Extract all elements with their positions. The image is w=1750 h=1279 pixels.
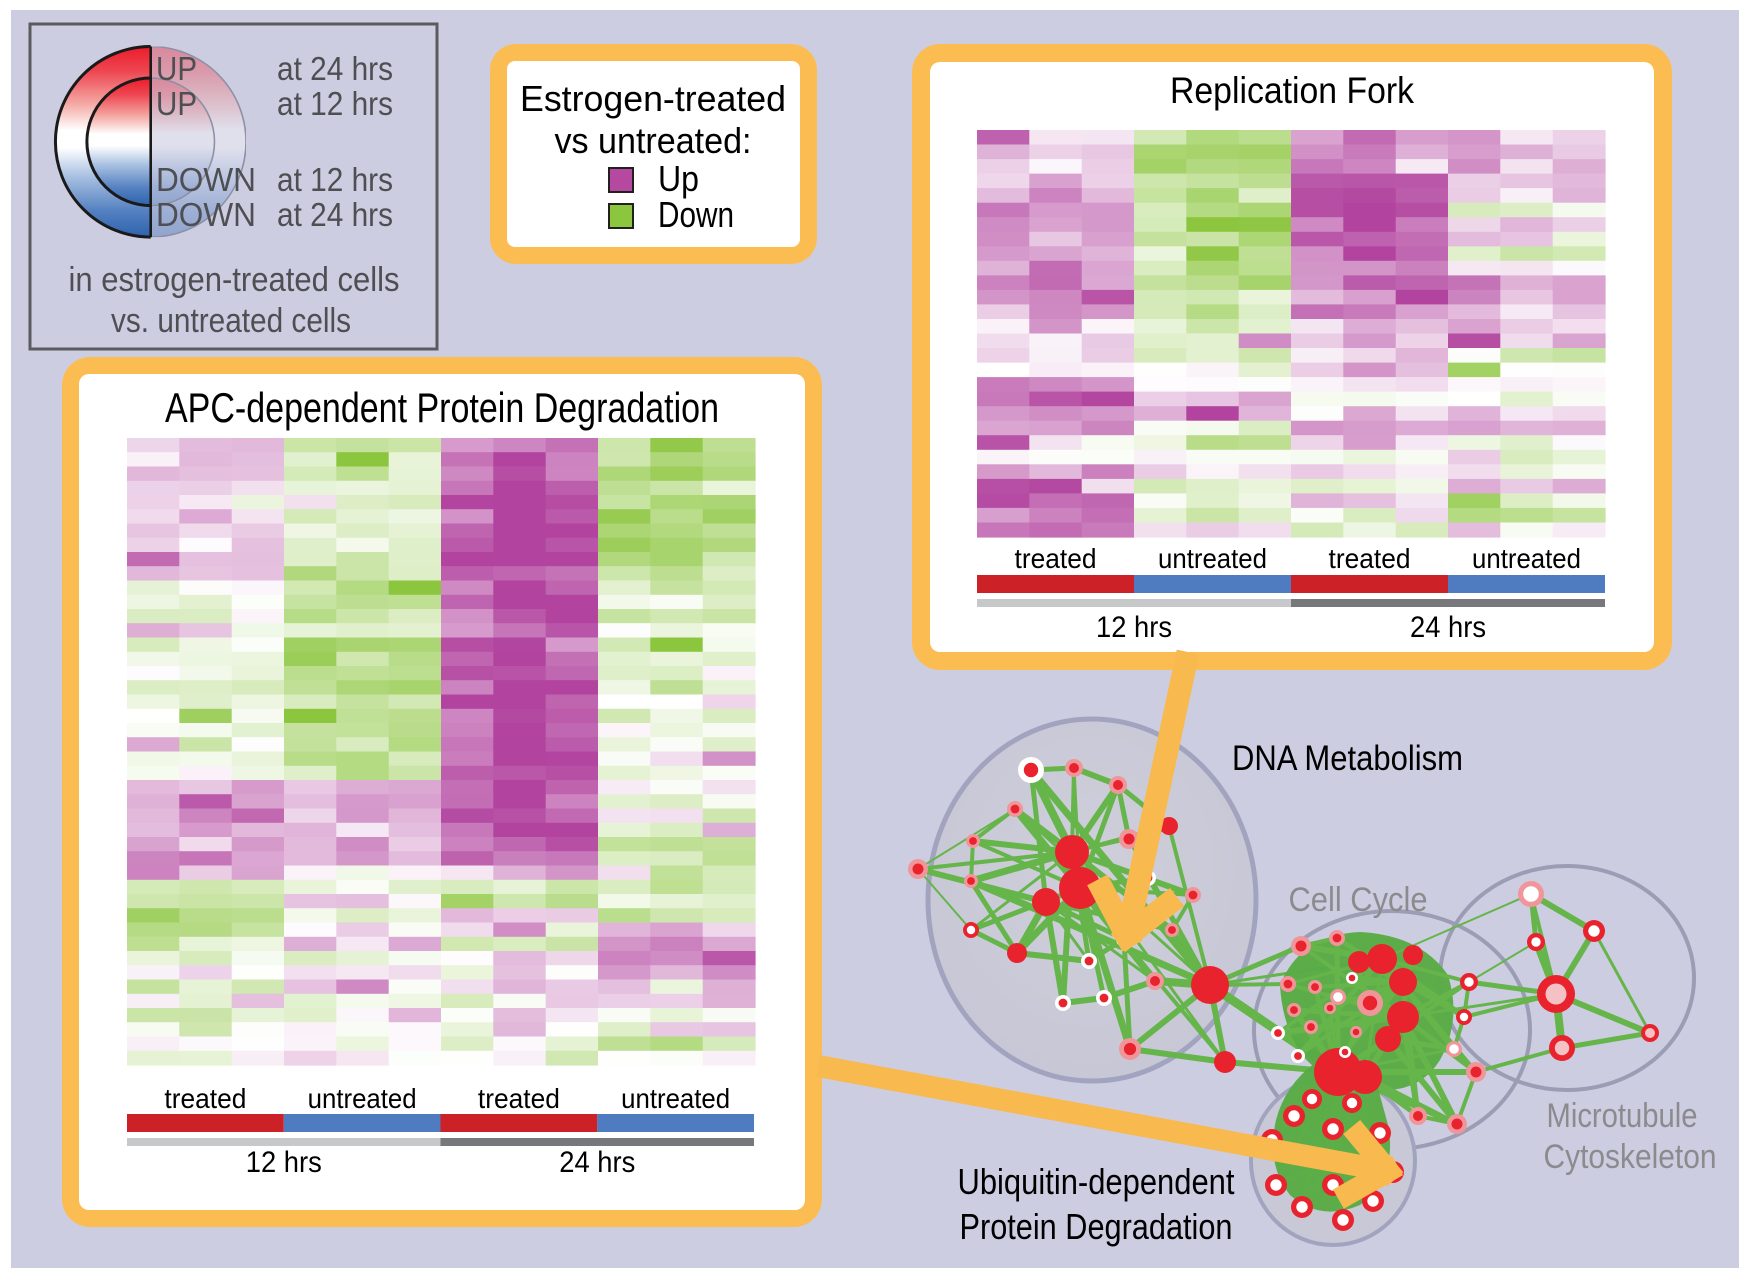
svg-text:untreated: untreated (1158, 543, 1267, 574)
svg-text:DOWN: DOWN (156, 196, 256, 233)
svg-text:Protein Degradation: Protein Degradation (960, 1206, 1233, 1247)
svg-text:24 hrs: 24 hrs (559, 1146, 635, 1179)
svg-text:DNA Metabolism: DNA Metabolism (1232, 739, 1463, 778)
svg-text:APC-dependent Protein Degradat: APC-dependent Protein Degradation (165, 384, 719, 431)
svg-text:vs. untreated cells: vs. untreated cells (111, 302, 351, 340)
svg-text:vs untreated:: vs untreated: (555, 120, 752, 161)
svg-text:Estrogen-treated: Estrogen-treated (520, 78, 786, 119)
svg-text:untreated: untreated (621, 1083, 730, 1114)
svg-text:UP: UP (156, 50, 197, 87)
svg-text:treated: treated (1329, 543, 1411, 574)
svg-text:untreated: untreated (1472, 543, 1581, 574)
svg-text:Up: Up (658, 158, 699, 199)
svg-text:at 12 hrs: at 12 hrs (277, 85, 393, 122)
svg-text:treated: treated (478, 1083, 560, 1114)
svg-text:at 12 hrs: at 12 hrs (277, 161, 393, 198)
svg-text:Cytoskeleton: Cytoskeleton (1544, 1138, 1717, 1176)
svg-text:Replication Fork: Replication Fork (1170, 70, 1414, 111)
svg-text:at 24 hrs: at 24 hrs (277, 196, 393, 233)
svg-text:treated: treated (1015, 543, 1097, 574)
svg-text:at 24 hrs: at 24 hrs (277, 50, 393, 87)
svg-text:Microtubule: Microtubule (1547, 1097, 1698, 1135)
svg-text:treated: treated (164, 1083, 246, 1114)
svg-text:12 hrs: 12 hrs (246, 1146, 322, 1179)
svg-text:12 hrs: 12 hrs (1096, 611, 1172, 644)
svg-text:UP: UP (156, 85, 197, 122)
svg-text:Down: Down (658, 194, 734, 235)
svg-text:untreated: untreated (308, 1083, 417, 1114)
svg-text:Ubiquitin-dependent: Ubiquitin-dependent (958, 1161, 1235, 1202)
svg-text:DOWN: DOWN (156, 161, 256, 198)
svg-text:in estrogen-treated cells: in estrogen-treated cells (69, 261, 400, 299)
svg-text:24 hrs: 24 hrs (1410, 611, 1486, 644)
svg-text:Cell Cycle: Cell Cycle (1289, 881, 1428, 919)
